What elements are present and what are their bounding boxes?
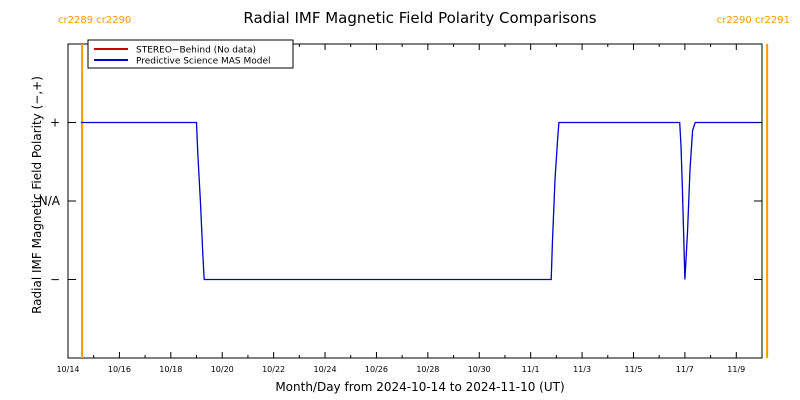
y-tick-label: − <box>50 273 60 287</box>
x-tick-label: 10/30 <box>468 365 491 374</box>
x-tick-label: 10/14 <box>56 365 79 374</box>
x-tick-label: 11/5 <box>624 365 642 374</box>
x-axis-label: Month/Day from 2024-10-14 to 2024-11-10 … <box>275 380 564 394</box>
x-tick-label: 11/1 <box>522 365 540 374</box>
y-tick-label: + <box>50 116 60 130</box>
x-tick-label: 10/20 <box>211 365 234 374</box>
carrington-left-label: cr2289 cr2290 <box>58 15 131 26</box>
x-tick-label: 10/18 <box>159 365 182 374</box>
x-tick-label: 11/3 <box>573 365 591 374</box>
legend-label: STEREO−Behind (No data) <box>136 46 256 56</box>
legend: STEREO−Behind (No data)Predictive Scienc… <box>87 39 294 69</box>
plot-frame <box>67 43 763 359</box>
x-tick-label: 10/24 <box>314 365 337 374</box>
x-tick-label: 10/22 <box>262 365 285 374</box>
plot-area: 10/14 10/16 10/18 10/20 10/22 10/24 10/26 10/28… <box>39 43 769 374</box>
y-tick-label: N/A <box>39 194 61 208</box>
x-tick-label: 11/9 <box>727 365 745 374</box>
y-axis-label: Radial IMF Magnetic Field Polarity (−,+) <box>30 76 44 314</box>
legend-label: Predictive Science MAS Model <box>136 57 271 67</box>
chart-title: Radial IMF Magnetic Field Polarity Compa… <box>243 9 596 27</box>
legend-box <box>87 39 294 69</box>
series-line-mas-model <box>80 121 760 281</box>
carrington-right-label: cr2290 cr2291 <box>717 15 790 26</box>
x-tick-label: 11/7 <box>676 365 694 374</box>
x-tick-label: 10/28 <box>416 365 439 374</box>
x-tick-label: 10/16 <box>108 365 131 374</box>
x-tick-label: 10/26 <box>365 365 388 374</box>
